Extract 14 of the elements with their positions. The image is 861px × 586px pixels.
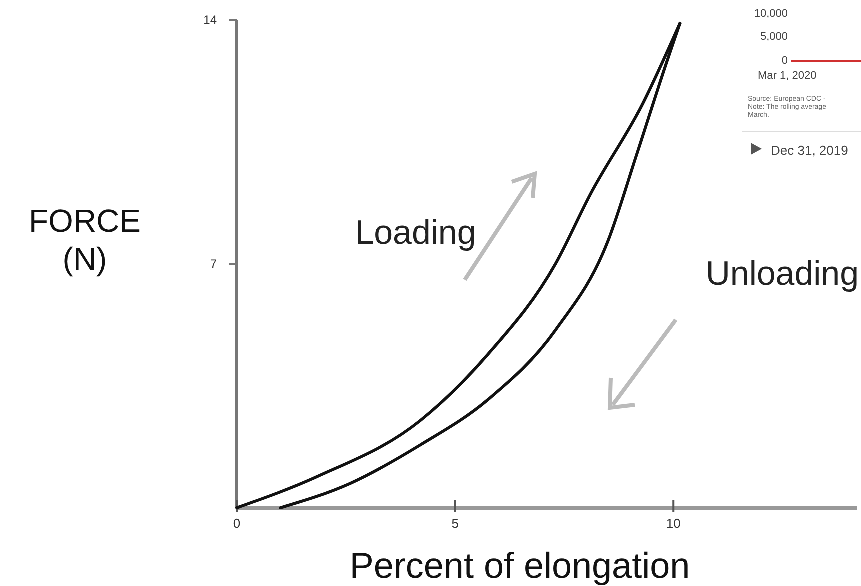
annotation: Dec 31, 2019 [771,143,848,158]
x-tick-label: 5 [452,516,459,531]
y-axis-title: FORCE (N) [29,203,141,277]
annotation: 10,000 [754,8,788,20]
x-axis-title: Percent of elongation [350,545,690,586]
annotation: 0 [782,55,788,67]
y-tick-label: 7 [210,257,218,271]
annotation: 5,000 [760,31,788,43]
text: Unloading [706,255,859,294]
y-tick-label: 14 [204,13,218,27]
annotation: Mar 1, 2020 [758,70,817,82]
x-tick-label: 10 [666,516,681,531]
text: Loading [355,214,476,252]
x-tick-label: 0 [233,516,241,531]
